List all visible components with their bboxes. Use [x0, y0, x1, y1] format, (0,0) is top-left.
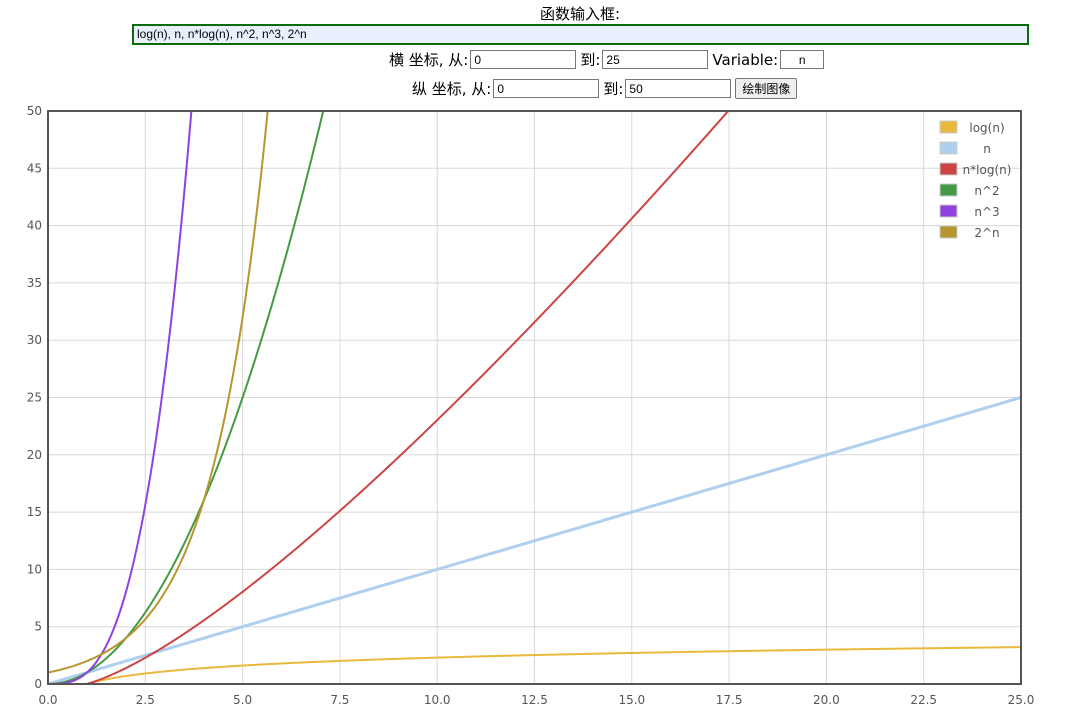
x-tick-label: 2.5	[136, 693, 155, 707]
x-tick-label: 17.5	[716, 693, 743, 707]
y-tick-label: 5	[34, 620, 42, 634]
draw-graph-button[interactable]: 绘制图像	[735, 78, 798, 99]
y-tick-label: 0	[34, 677, 42, 691]
y-tick-label: 15	[27, 505, 42, 519]
legend-item: log(n)	[939, 120, 1005, 135]
y-to-label: 到:	[603, 80, 624, 98]
x-tick-label: 10.0	[424, 693, 451, 707]
x-to-input[interactable]	[602, 50, 709, 69]
legend: log(n) n n*log(n) n^2 n^3 2^n	[939, 120, 1012, 240]
y-tick-label: 25	[27, 391, 42, 405]
legend-swatch	[939, 120, 958, 134]
series-lines	[48, 91, 1021, 684]
y-tick-label: 45	[27, 161, 42, 175]
legend-swatch	[939, 141, 958, 155]
grid	[47, 110, 1022, 685]
y-to-input[interactable]	[625, 79, 732, 98]
x-tick-label: 5.0	[233, 693, 252, 707]
legend-swatch	[939, 225, 958, 239]
y-tick-label: 40	[27, 219, 42, 233]
legend-item: n^3	[939, 204, 1000, 219]
legend-swatch	[939, 183, 958, 197]
function-input-label: 函数输入框:	[539, 5, 621, 23]
legend-swatch	[939, 204, 958, 218]
x-tick-label: 7.5	[330, 693, 349, 707]
x-tick-label: 15.0	[618, 693, 645, 707]
legend-label: log(n)	[969, 121, 1004, 135]
series-line-1	[48, 396, 1021, 684]
x-from-input[interactable]	[470, 50, 577, 69]
legend-label: n	[983, 142, 991, 156]
y-from-input[interactable]	[493, 79, 600, 98]
y-tick-label: 35	[27, 276, 42, 290]
x-tick-label: 25.0	[1008, 693, 1035, 707]
legend-label: n*log(n)	[963, 163, 1012, 177]
x-range-label: 横 坐标, 从:	[389, 51, 469, 69]
y-tick-label: 10	[27, 562, 42, 576]
y-tick-label: 50	[27, 104, 42, 118]
series-line-0	[83, 646, 1021, 684]
y-range-label: 纵 坐标, 从:	[412, 80, 492, 98]
x-tick-label: 20.0	[813, 693, 840, 707]
legend-item: n	[939, 141, 991, 156]
legend-label: 2^n	[974, 226, 999, 240]
function-input[interactable]	[132, 24, 1029, 45]
x-to-label: 到:	[580, 51, 601, 69]
legend-label: n^3	[974, 205, 999, 219]
variable-label: Variable:	[712, 50, 779, 69]
legend-item: n*log(n)	[939, 162, 1012, 177]
legend-label: n^2	[974, 184, 999, 198]
legend-item: n^2	[939, 183, 1000, 198]
y-tick-label: 30	[27, 333, 42, 347]
plot-frame	[47, 110, 1022, 685]
legend-item: 2^n	[939, 225, 1000, 240]
x-tick-label: 0.0	[38, 693, 57, 707]
tick-labels: 0.0 2.5 5.0 7.5 10.0 12.5 15.0 17.5 20.0 22.5 25.0…	[27, 104, 1035, 707]
variable-input[interactable]	[780, 50, 825, 69]
x-tick-label: 22.5	[910, 693, 937, 707]
y-range-row: 纵 坐标, 从: 到: 绘制图像	[412, 78, 798, 99]
y-tick-label: 20	[27, 448, 42, 462]
legend-swatch	[939, 162, 958, 176]
x-tick-label: 12.5	[521, 693, 548, 707]
x-range-row: 横 坐标, 从: 到: Variable:	[389, 49, 828, 70]
